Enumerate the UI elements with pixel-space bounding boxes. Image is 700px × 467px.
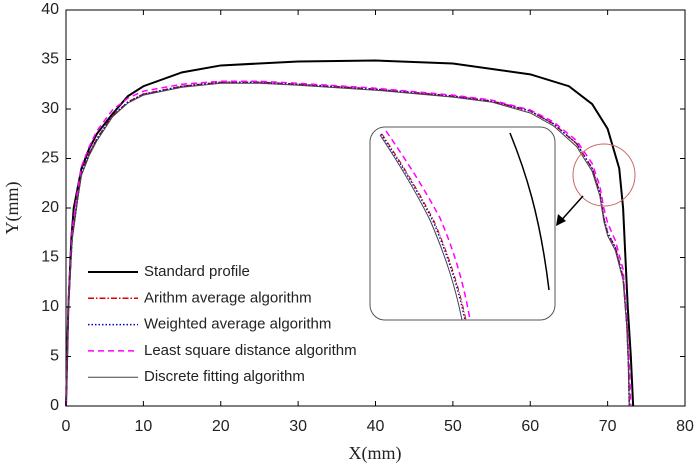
x-tick-label: 30 (289, 418, 307, 435)
x-tick-label: 0 (62, 418, 71, 435)
series-line (65, 80, 632, 407)
x-tick-label: 80 (676, 418, 694, 435)
series-line (65, 82, 630, 407)
y-tick-label: 5 (50, 348, 59, 365)
zoom-arrow-head (556, 214, 566, 226)
zoom-circle (572, 143, 636, 207)
y-tick-label: 35 (41, 51, 59, 68)
y-tick-label: 20 (41, 199, 59, 216)
zoom-inset (369, 126, 556, 321)
legend-label: Standard profile (144, 263, 250, 280)
legend-label: Least square distance algorithm (144, 342, 357, 359)
x-tick-label: 70 (599, 418, 617, 435)
x-tick-label: 20 (212, 418, 230, 435)
inset-curve (379, 134, 463, 321)
x-tick-label: 60 (521, 418, 539, 435)
inset-curve (509, 132, 550, 291)
y-tick-label: 0 (50, 397, 59, 414)
x-tick-label: 10 (134, 418, 152, 435)
x-tick-label: 40 (367, 418, 385, 435)
inset-curve (381, 133, 467, 321)
y-tick-label: 30 (41, 100, 59, 117)
plot-area (65, 59, 635, 407)
y-tick-label: 40 (41, 1, 59, 18)
y-tick-label: 10 (41, 298, 59, 315)
x-tick-label: 50 (444, 418, 462, 435)
inset-curve (385, 130, 471, 321)
y-axis-label: Y(mm) (2, 182, 23, 235)
legend-label: Discrete fitting algorithm (144, 368, 305, 385)
legend-label: Arithm average algorithm (144, 289, 312, 306)
y-tick-label: 15 (41, 249, 59, 266)
y-tick-label: 25 (41, 150, 59, 167)
inset-curve (380, 133, 466, 321)
legend-label: Weighted average algorithm (144, 316, 331, 333)
x-axis-label: X(mm) (349, 443, 402, 464)
